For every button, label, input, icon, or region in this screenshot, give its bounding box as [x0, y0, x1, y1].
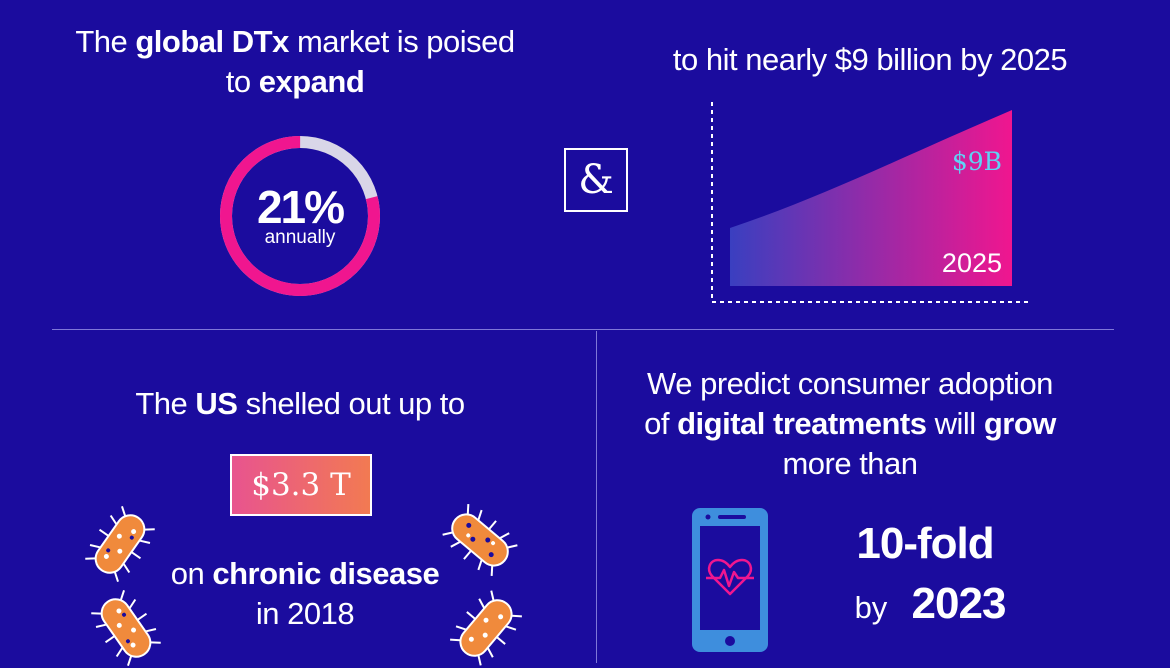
projection-headline: to hit nearly $9 billion by 2025: [672, 42, 1068, 77]
market-headline-line2: to expand: [60, 62, 530, 102]
headline-mid: market is poised: [296, 24, 515, 59]
adoption-will: will: [934, 406, 977, 441]
us-suffix: shelled out up to: [245, 386, 466, 421]
growth-area: [730, 110, 1012, 286]
chronic-bold: chronic disease: [212, 556, 440, 591]
headline-to: to: [225, 64, 251, 99]
headline-bold-dtx: global DTx: [135, 24, 289, 59]
by-word: by: [854, 590, 888, 625]
adoption-line2: of digital treatments will grow: [620, 404, 1080, 444]
bacteria-icon: [91, 590, 161, 666]
headline-bold-expand: expand: [258, 64, 365, 99]
adoption-of: of: [644, 406, 669, 441]
chart-value-label: $9B: [952, 147, 1002, 176]
bacteria-icon: [442, 504, 518, 576]
growth-by-year: by 2023: [820, 578, 1040, 634]
adoption-bold-treatments: digital treatments: [677, 406, 927, 441]
chronic-disease-text: on chronic disease in 2018: [150, 554, 460, 634]
adoption-line3: more than: [782, 446, 918, 481]
chronic-line1: on chronic disease: [150, 554, 460, 594]
growth-ring: [220, 136, 380, 296]
bacteria-icon: [85, 506, 155, 582]
horizontal-divider: [52, 329, 1114, 330]
chronic-year: in 2018: [255, 596, 355, 631]
chart-year-label: 2025: [942, 248, 1002, 278]
headline-prefix: The: [75, 24, 128, 59]
bacteria-icon: [450, 590, 522, 666]
growth-value: 21%: [256, 181, 345, 233]
adoption-text: We predict consumer adoption of digital …: [620, 364, 1080, 484]
by-year: 2023: [911, 579, 1007, 628]
us-spend-headline: The US shelled out up to: [60, 384, 540, 424]
ampersand-box: &: [564, 148, 628, 212]
vertical-divider: [596, 331, 597, 663]
adoption-bold-grow: grow: [983, 406, 1057, 441]
market-headline: The global DTx market is poised to expan…: [60, 22, 530, 102]
ring-progress: [220, 136, 380, 296]
spend-amount-badge: $3.3 T: [230, 454, 372, 516]
chronic-on: on: [170, 556, 205, 591]
us-prefix: The: [135, 386, 188, 421]
adoption-line1: We predict consumer adoption: [647, 366, 1053, 401]
growth-fold: 10-fold: [856, 519, 994, 568]
market-headline-line1: The global DTx market is poised: [60, 22, 530, 62]
market-area-chart: $9B 2025: [711, 102, 1030, 303]
us-bold: US: [195, 386, 238, 421]
smartphone-heartbeat-icon: [692, 508, 768, 652]
growth-label: annually: [264, 227, 336, 248]
